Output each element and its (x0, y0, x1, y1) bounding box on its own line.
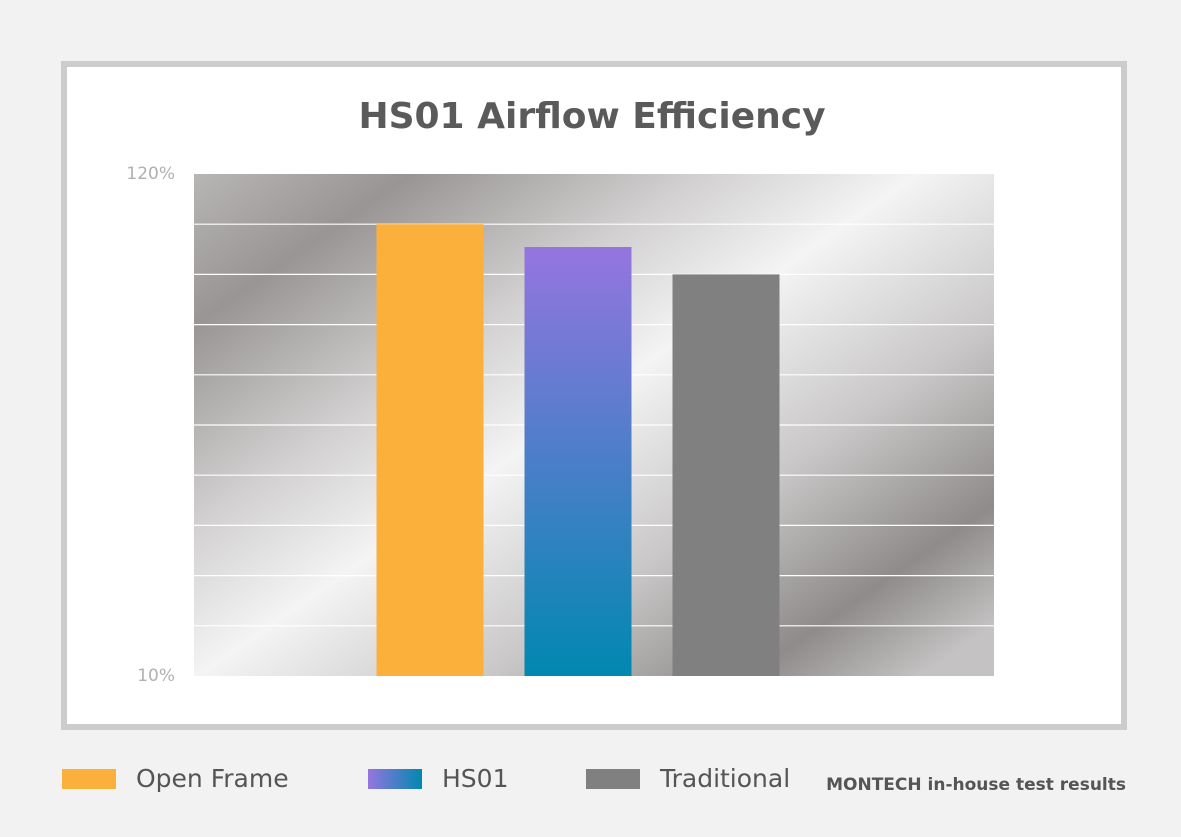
y-tick-label: 10% (137, 666, 175, 686)
legend-label: Open Frame (136, 764, 289, 793)
legend-label: Traditional (659, 764, 790, 793)
legend-label: HS01 (442, 764, 508, 793)
bar (376, 224, 484, 676)
y-tick-label: 120% (126, 164, 175, 184)
legend-swatch (368, 769, 422, 789)
chart-title: HS01 Airflow Efficiency (358, 96, 825, 137)
footnote: MONTECH in-house test results (826, 775, 1126, 795)
legend-swatch (62, 769, 116, 789)
legend-swatch (586, 769, 640, 789)
bar (672, 274, 780, 676)
bar (524, 247, 632, 676)
